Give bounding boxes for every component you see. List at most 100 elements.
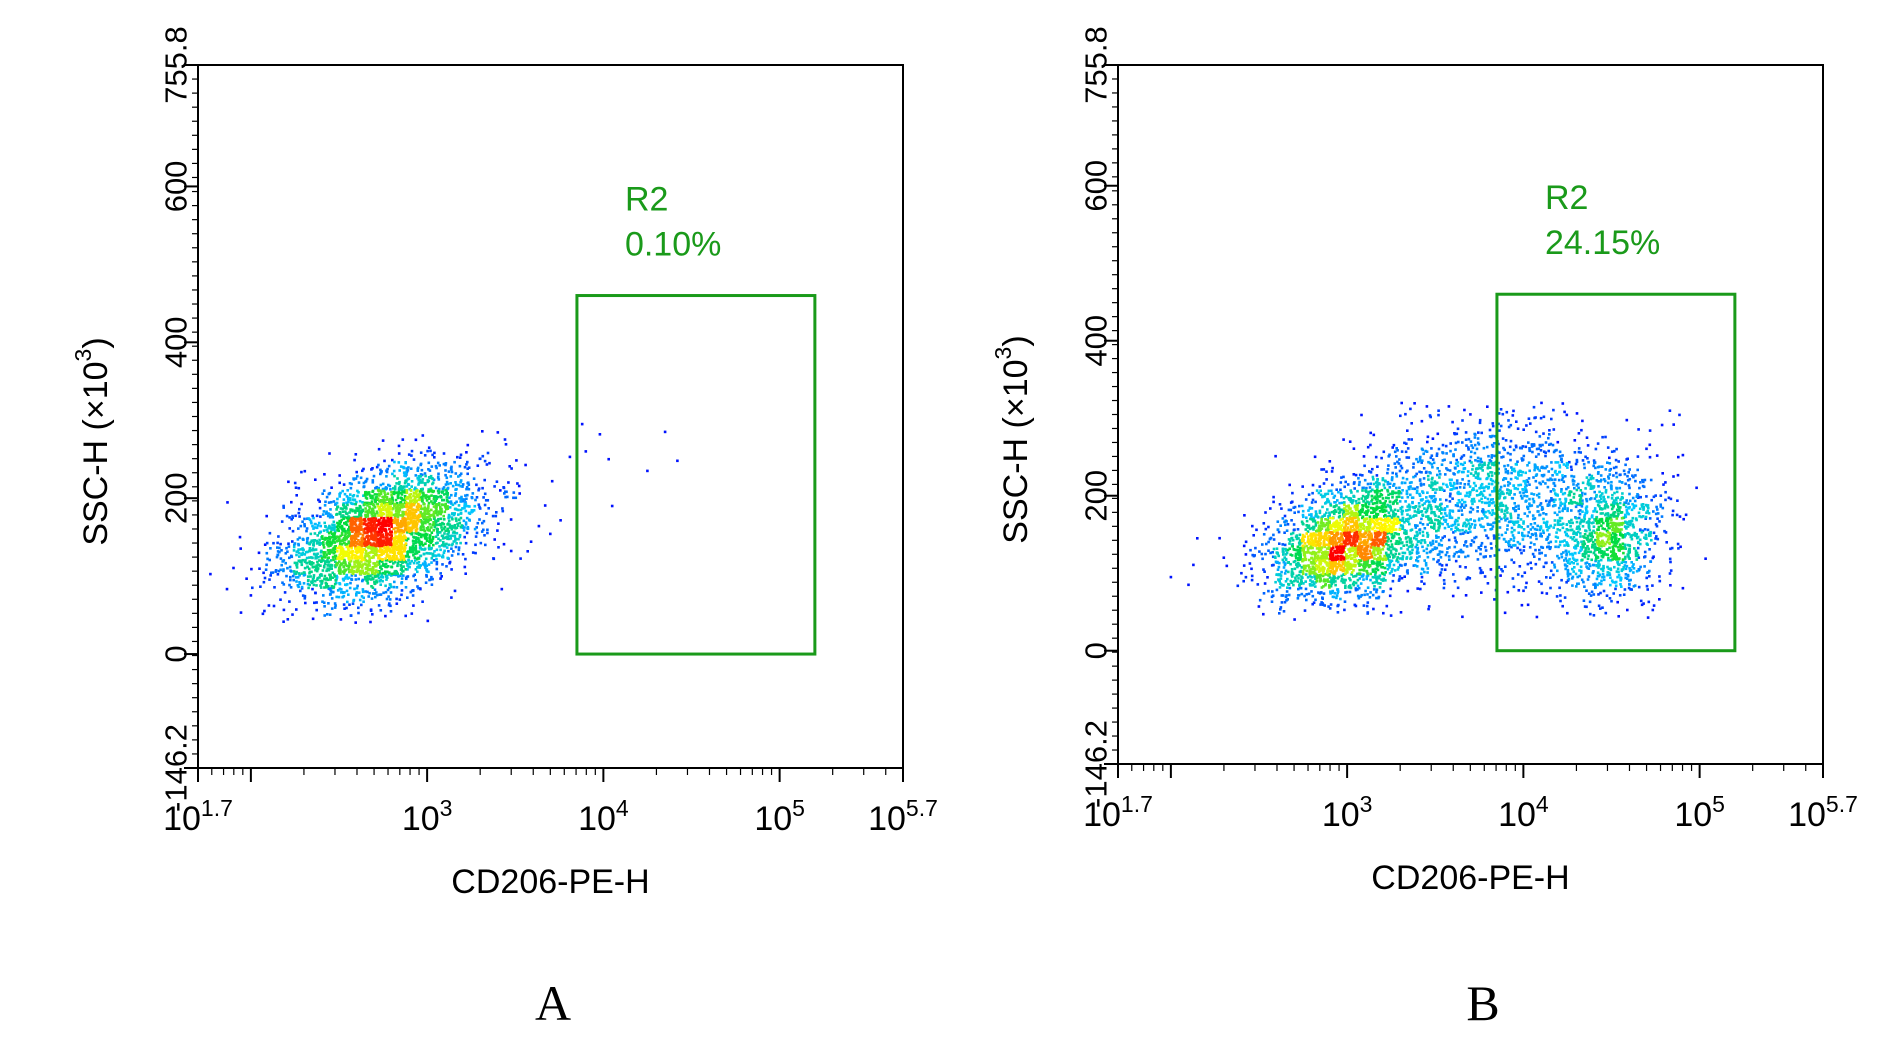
event-point bbox=[374, 526, 378, 529]
event-point bbox=[1375, 588, 1379, 591]
event-point bbox=[464, 494, 467, 497]
event-point bbox=[396, 503, 399, 507]
event-point bbox=[1444, 444, 1448, 448]
event-point bbox=[353, 509, 357, 512]
event-point bbox=[415, 499, 418, 502]
event-point bbox=[1464, 438, 1468, 441]
event-point bbox=[568, 455, 572, 459]
event-point bbox=[1397, 579, 1401, 582]
event-point bbox=[1534, 455, 1538, 458]
event-point bbox=[400, 560, 403, 563]
event-point bbox=[1664, 531, 1668, 534]
x-tick-base: 10 bbox=[163, 800, 201, 838]
event-point bbox=[1407, 438, 1411, 441]
event-point bbox=[1553, 566, 1557, 569]
event-point bbox=[1459, 506, 1463, 509]
event-point bbox=[363, 501, 367, 505]
event-point bbox=[1525, 495, 1529, 498]
event-point bbox=[466, 472, 469, 476]
event-point bbox=[1669, 560, 1672, 564]
event-point bbox=[325, 542, 329, 545]
event-point bbox=[272, 604, 276, 608]
event-point bbox=[344, 532, 347, 535]
event-point bbox=[1534, 534, 1538, 537]
event-point bbox=[1474, 523, 1477, 527]
event-point bbox=[322, 551, 325, 554]
event-point bbox=[1578, 574, 1581, 578]
event-point bbox=[439, 494, 442, 498]
event-point bbox=[334, 557, 338, 560]
event-point bbox=[1528, 546, 1532, 549]
event-point bbox=[327, 501, 331, 504]
event-point bbox=[1398, 458, 1401, 461]
event-point bbox=[347, 518, 350, 522]
event-point bbox=[1553, 511, 1557, 515]
event-point bbox=[414, 532, 417, 535]
event-point bbox=[1506, 484, 1510, 487]
event-point bbox=[344, 530, 347, 533]
event-point bbox=[1418, 492, 1421, 496]
event-point bbox=[403, 481, 407, 485]
event-point bbox=[1625, 458, 1628, 461]
event-point bbox=[343, 541, 346, 545]
event-point bbox=[315, 601, 318, 604]
event-point bbox=[1604, 468, 1608, 471]
event-point bbox=[404, 479, 407, 483]
event-point bbox=[1416, 524, 1419, 527]
event-point bbox=[322, 541, 325, 544]
event-point bbox=[366, 513, 370, 517]
event-point bbox=[1410, 422, 1413, 425]
event-point bbox=[1518, 542, 1522, 546]
event-point bbox=[1437, 413, 1440, 417]
event-point bbox=[308, 518, 312, 521]
event-point bbox=[330, 597, 334, 600]
event-point bbox=[1466, 576, 1470, 579]
event-point bbox=[515, 459, 518, 462]
event-point bbox=[381, 558, 384, 561]
y-tick-label: -146.2 bbox=[159, 724, 194, 812]
event-point bbox=[453, 501, 457, 505]
event-point bbox=[1527, 477, 1531, 480]
event-point bbox=[1545, 538, 1548, 541]
event-point bbox=[466, 526, 469, 530]
event-point bbox=[1280, 507, 1283, 510]
event-point bbox=[1526, 464, 1529, 467]
event-point bbox=[1655, 505, 1658, 509]
event-point bbox=[1411, 487, 1414, 490]
event-point bbox=[1482, 555, 1486, 559]
event-point bbox=[1456, 464, 1460, 468]
event-point bbox=[1597, 604, 1601, 608]
event-point bbox=[360, 544, 364, 548]
gate-r2[interactable] bbox=[575, 294, 817, 656]
event-point bbox=[353, 521, 357, 524]
event-point bbox=[344, 512, 348, 515]
event-point bbox=[399, 496, 403, 500]
event-point bbox=[1652, 531, 1656, 535]
event-point bbox=[1577, 486, 1580, 490]
event-point bbox=[1601, 606, 1604, 609]
event-point bbox=[366, 579, 369, 583]
event-point bbox=[354, 529, 357, 532]
event-point bbox=[429, 552, 432, 555]
event-point bbox=[1311, 498, 1315, 502]
event-point bbox=[475, 483, 478, 487]
event-point bbox=[432, 497, 436, 501]
event-point bbox=[361, 533, 365, 537]
event-point bbox=[390, 558, 393, 561]
event-point bbox=[428, 529, 431, 532]
event-point bbox=[454, 539, 457, 542]
event-point bbox=[395, 520, 399, 523]
event-point bbox=[1255, 528, 1258, 532]
event-point bbox=[428, 578, 431, 582]
event-point bbox=[312, 548, 316, 552]
event-point bbox=[1571, 478, 1575, 482]
event-point bbox=[1337, 490, 1340, 494]
event-point bbox=[1605, 594, 1609, 597]
event-point bbox=[423, 560, 427, 563]
event-point bbox=[1267, 540, 1270, 544]
event-point bbox=[405, 489, 409, 492]
event-point bbox=[1627, 502, 1630, 505]
event-point bbox=[1450, 528, 1453, 531]
event-point bbox=[336, 557, 339, 560]
event-point bbox=[297, 511, 301, 515]
